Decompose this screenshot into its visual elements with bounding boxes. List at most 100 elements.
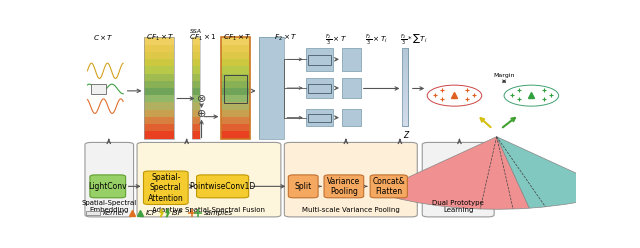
Bar — [306, 48, 333, 71]
Text: $\frac{F_2}{3}*\sum T_i$: $\frac{F_2}{3}*\sum T_i$ — [399, 33, 427, 48]
Bar — [403, 56, 408, 60]
Text: Multi-scale Variance Pooling: Multi-scale Variance Pooling — [302, 207, 400, 213]
Bar — [403, 98, 408, 102]
FancyBboxPatch shape — [90, 175, 125, 198]
Circle shape — [428, 85, 482, 106]
Bar — [221, 95, 250, 102]
Bar — [259, 37, 284, 139]
Bar — [191, 81, 200, 88]
Bar — [191, 52, 200, 59]
Bar — [403, 48, 408, 52]
Bar — [145, 59, 174, 66]
Text: $CF_1 \times 1$: $CF_1 \times 1$ — [189, 33, 217, 43]
Bar — [191, 124, 200, 131]
Bar — [145, 131, 174, 139]
Bar — [191, 88, 200, 95]
Bar — [221, 81, 250, 88]
FancyBboxPatch shape — [143, 171, 188, 205]
Text: Spatial-Spectral
Embedding: Spatial-Spectral Embedding — [82, 200, 137, 213]
Bar — [403, 83, 408, 87]
Bar — [221, 74, 250, 81]
Text: Adaptive Spatial-Spectral Fusion: Adaptive Spatial-Spectral Fusion — [152, 207, 266, 213]
Bar — [403, 48, 408, 126]
Bar — [191, 74, 200, 81]
Bar — [145, 52, 174, 59]
Bar — [225, 75, 247, 103]
Text: kernel: kernel — [102, 211, 124, 217]
Bar — [403, 71, 408, 75]
Bar — [259, 131, 284, 139]
Bar — [191, 66, 200, 74]
FancyBboxPatch shape — [196, 175, 248, 198]
Bar — [259, 81, 284, 88]
Bar — [221, 117, 250, 124]
Text: $CF_1 \times T$: $CF_1 \times T$ — [146, 33, 175, 43]
Bar — [259, 88, 284, 95]
Bar — [403, 110, 408, 114]
Text: $\frac{F_2}{3} \times T$: $\frac{F_2}{3} \times T$ — [325, 33, 348, 48]
FancyBboxPatch shape — [370, 175, 407, 198]
Bar — [308, 55, 331, 65]
Bar — [403, 79, 408, 83]
Text: Split: Split — [294, 182, 312, 191]
Bar — [145, 37, 174, 139]
Bar — [259, 95, 284, 102]
Bar — [342, 109, 361, 126]
Bar — [259, 45, 284, 52]
Bar — [259, 110, 284, 117]
Bar — [403, 118, 408, 122]
Text: Margin: Margin — [493, 73, 515, 78]
Bar — [342, 48, 361, 71]
Bar — [221, 66, 250, 74]
Bar — [403, 63, 408, 67]
Text: LightConv: LightConv — [88, 182, 127, 191]
Text: $\frac{F_2}{3} \times T_i$: $\frac{F_2}{3} \times T_i$ — [365, 33, 388, 48]
Bar — [306, 109, 333, 126]
FancyBboxPatch shape — [422, 142, 494, 217]
Bar — [145, 74, 174, 81]
Bar — [91, 84, 106, 94]
Bar — [221, 59, 250, 66]
Bar — [342, 78, 361, 97]
Text: $CF_1 \times T$: $CF_1 \times T$ — [223, 33, 252, 43]
Bar — [145, 102, 174, 110]
Bar — [221, 124, 250, 131]
Bar — [191, 117, 200, 124]
Bar — [259, 124, 284, 131]
Bar — [306, 78, 333, 97]
Bar — [221, 37, 250, 139]
Bar — [403, 48, 408, 126]
Bar — [221, 45, 250, 52]
Text: SSA: SSA — [189, 29, 202, 33]
Bar — [191, 95, 200, 102]
Bar — [403, 87, 408, 91]
Bar — [145, 95, 174, 102]
Text: Concat&
Flatten: Concat& Flatten — [372, 177, 405, 196]
Bar — [259, 74, 284, 81]
FancyBboxPatch shape — [324, 175, 364, 198]
Circle shape — [504, 85, 559, 106]
FancyBboxPatch shape — [284, 142, 417, 217]
Bar — [259, 37, 284, 45]
Bar — [145, 81, 174, 88]
Text: ⊗: ⊗ — [197, 93, 206, 103]
Text: Z: Z — [403, 131, 408, 140]
Bar — [308, 114, 331, 122]
Bar — [221, 88, 250, 95]
Text: samples: samples — [204, 211, 233, 217]
Bar — [259, 52, 284, 59]
Bar — [145, 88, 174, 95]
Bar — [308, 84, 331, 93]
Text: $C \times T$: $C \times T$ — [93, 33, 115, 42]
Bar — [403, 67, 408, 71]
Bar — [145, 45, 174, 52]
Bar — [191, 102, 200, 110]
Bar — [403, 106, 408, 110]
Bar — [191, 110, 200, 117]
Bar — [403, 122, 408, 126]
Bar — [221, 52, 250, 59]
Bar — [403, 75, 408, 79]
Bar — [145, 124, 174, 131]
Text: ICP: ICP — [145, 211, 157, 217]
Bar — [191, 59, 200, 66]
